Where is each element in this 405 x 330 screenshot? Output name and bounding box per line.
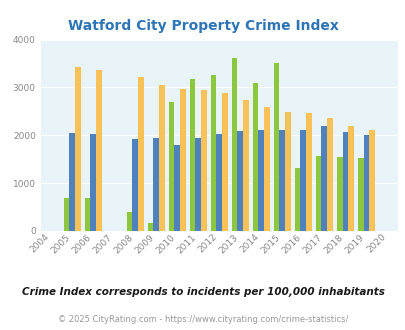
Bar (252, 83, 258, 231)
Bar (84, 198, 90, 231)
Bar (294, 168, 300, 231)
Bar (222, 93, 227, 231)
Bar (273, 63, 279, 231)
Bar (347, 126, 353, 231)
Bar (174, 145, 179, 231)
Bar (75, 67, 81, 231)
Bar (69, 133, 75, 231)
Bar (300, 130, 305, 231)
Bar (96, 70, 101, 231)
Bar (258, 130, 264, 231)
Text: Crime Index corresponds to incidents per 100,000 inhabitants: Crime Index corresponds to incidents per… (21, 287, 384, 297)
Bar (147, 223, 153, 231)
Bar (159, 85, 164, 231)
Bar (237, 131, 243, 231)
Bar (126, 212, 132, 231)
Bar (179, 89, 185, 231)
Text: © 2025 CityRating.com - https://www.cityrating.com/crime-statistics/: © 2025 CityRating.com - https://www.city… (58, 315, 347, 324)
Bar (195, 138, 200, 231)
Bar (357, 158, 362, 231)
Bar (342, 132, 347, 231)
Bar (336, 157, 342, 231)
Bar (362, 135, 368, 231)
Bar (264, 107, 269, 231)
Bar (326, 118, 332, 231)
Bar (315, 156, 321, 231)
Bar (210, 75, 216, 231)
Bar (138, 78, 143, 231)
Bar (279, 130, 284, 231)
Bar (284, 112, 290, 231)
Bar (168, 102, 174, 231)
Text: Watford City Property Crime Index: Watford City Property Crime Index (67, 19, 338, 33)
Bar (132, 139, 138, 231)
Bar (153, 138, 159, 231)
Bar (368, 130, 374, 231)
Bar (243, 100, 248, 231)
Bar (305, 113, 311, 231)
Bar (64, 198, 69, 231)
Bar (321, 126, 326, 231)
Bar (231, 58, 237, 231)
Bar (189, 79, 195, 231)
Bar (216, 134, 222, 231)
Bar (90, 134, 96, 231)
Bar (200, 90, 206, 231)
